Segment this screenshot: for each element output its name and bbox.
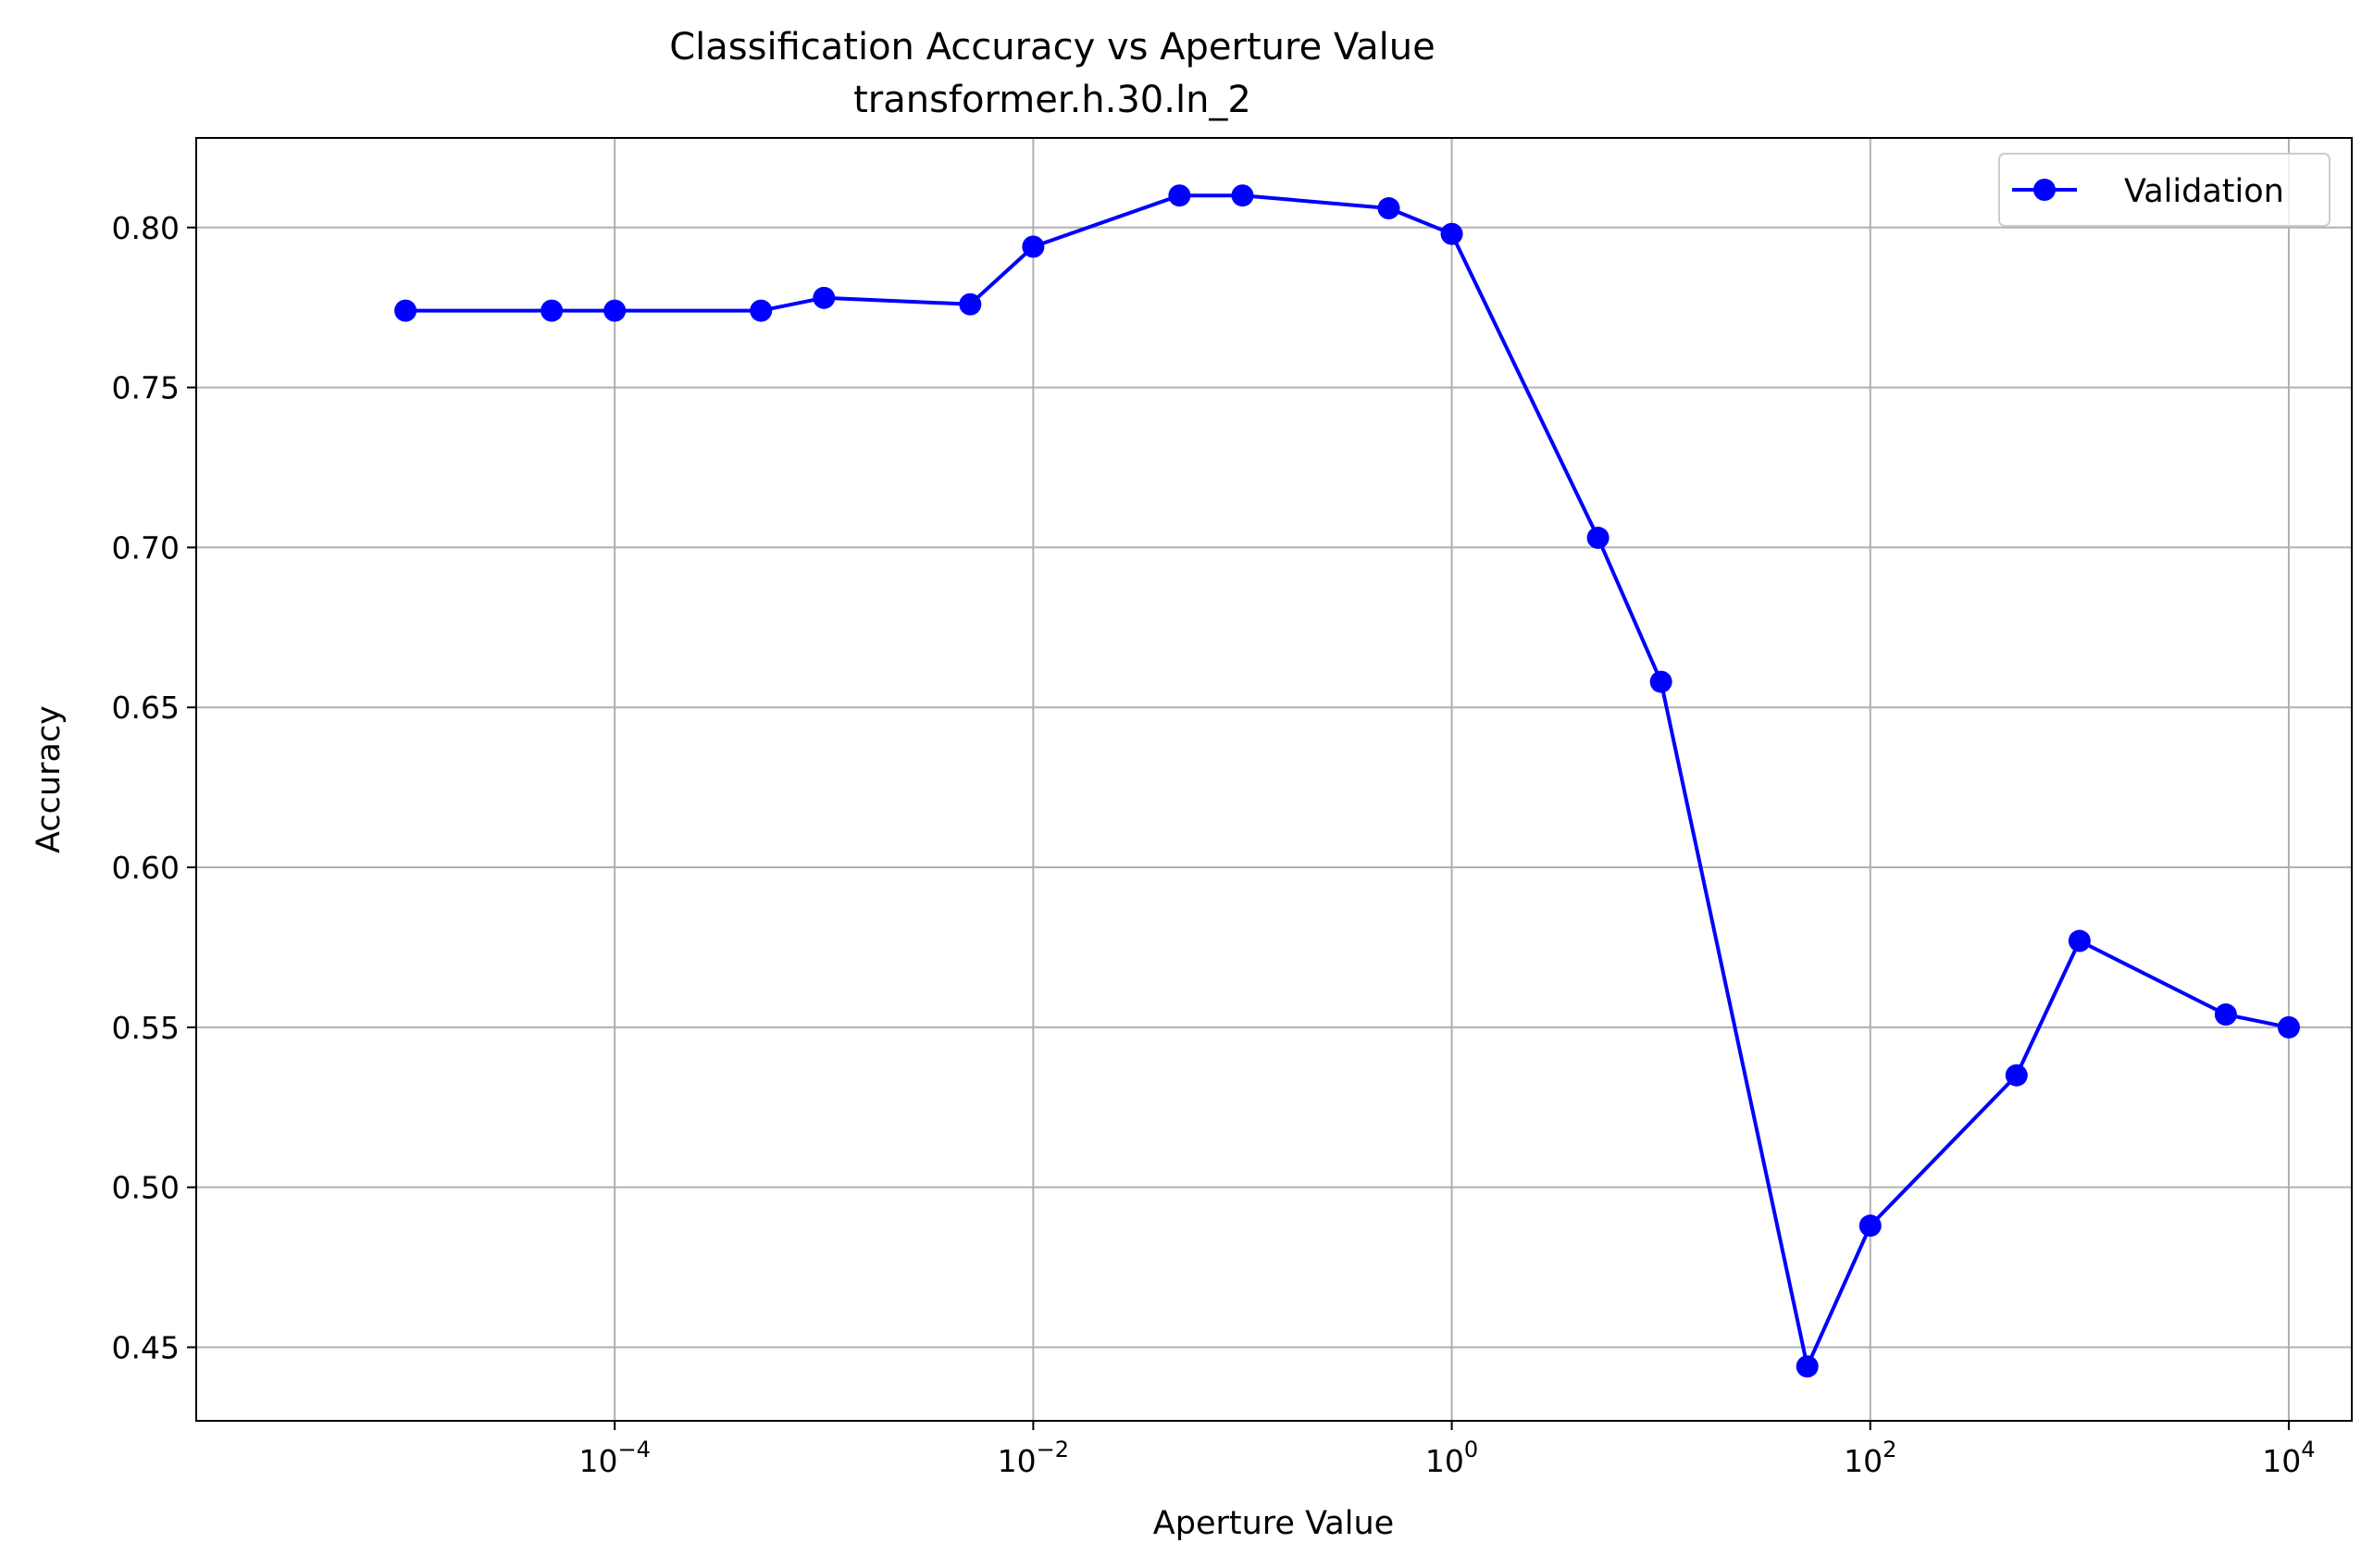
x-tick-label-exponent: −2 — [1037, 1437, 1069, 1462]
x-tick-label-exponent: −4 — [617, 1437, 650, 1462]
data-point — [1649, 670, 1672, 693]
chart-subtitle: transformer.h.30.ln_2 — [853, 79, 1251, 121]
legend-label-validation: Validation — [2124, 173, 2284, 210]
x-tick-label-exponent: 4 — [2301, 1437, 2315, 1462]
axes-frame — [195, 137, 2353, 1422]
y-tick-label: 0.65 — [112, 690, 180, 726]
data-point — [2277, 1015, 2300, 1039]
x-tick-label: 102 — [1844, 1437, 1896, 1479]
y-tick-label: 0.55 — [112, 1010, 180, 1046]
y-tick-label: 0.70 — [112, 529, 180, 566]
chart-title: Classification Accuracy vs Aperture Valu… — [669, 26, 1436, 68]
x-tick-label: 100 — [1425, 1437, 1478, 1479]
x-tick-label: 104 — [2262, 1437, 2315, 1479]
x-tick-label-base: 10 — [998, 1443, 1037, 1479]
data-point — [541, 299, 564, 322]
x-tick-label-exponent: 0 — [1464, 1437, 1478, 1462]
data-point — [1586, 527, 1610, 550]
data-point — [1796, 1355, 1819, 1378]
x-tick-label-base: 10 — [1844, 1443, 1883, 1479]
grid — [196, 138, 2352, 1421]
data-point — [1231, 184, 1254, 207]
data-point — [603, 299, 627, 322]
x-tick-label-base: 10 — [2262, 1443, 2301, 1479]
x-tick-label-base: 10 — [1425, 1443, 1464, 1479]
legend: Validation — [1998, 153, 2330, 227]
y-tick-label: 0.50 — [112, 1170, 180, 1206]
data-point — [394, 299, 417, 322]
y-axis-label: Accuracy — [31, 705, 68, 853]
y-tick-label: 0.75 — [112, 370, 180, 406]
data-point — [1168, 184, 1191, 207]
y-tick-label: 0.45 — [112, 1330, 180, 1366]
data-point — [1440, 222, 1463, 245]
x-tick-label: 10−2 — [998, 1437, 1069, 1479]
series-layer — [394, 184, 2300, 1378]
legend-frame — [1998, 153, 2330, 227]
data-point — [959, 292, 982, 316]
x-tick-label-exponent: 2 — [1883, 1437, 1896, 1462]
data-point — [813, 286, 836, 309]
data-point — [1858, 1214, 1882, 1238]
x-axis-label: Aperture Value — [1153, 1505, 1394, 1542]
y-tick-label: 0.80 — [112, 210, 180, 246]
x-tick-label-base: 10 — [578, 1443, 617, 1479]
data-point — [2068, 929, 2091, 952]
data-point — [2214, 1003, 2237, 1027]
x-tick-label: 10−4 — [578, 1437, 650, 1479]
data-point — [1377, 197, 1400, 220]
data-point — [750, 299, 773, 322]
data-point — [1022, 235, 1045, 258]
data-point — [2005, 1064, 2028, 1087]
legend-marker-swatch — [2033, 179, 2056, 201]
y-tick-label: 0.60 — [112, 850, 180, 886]
